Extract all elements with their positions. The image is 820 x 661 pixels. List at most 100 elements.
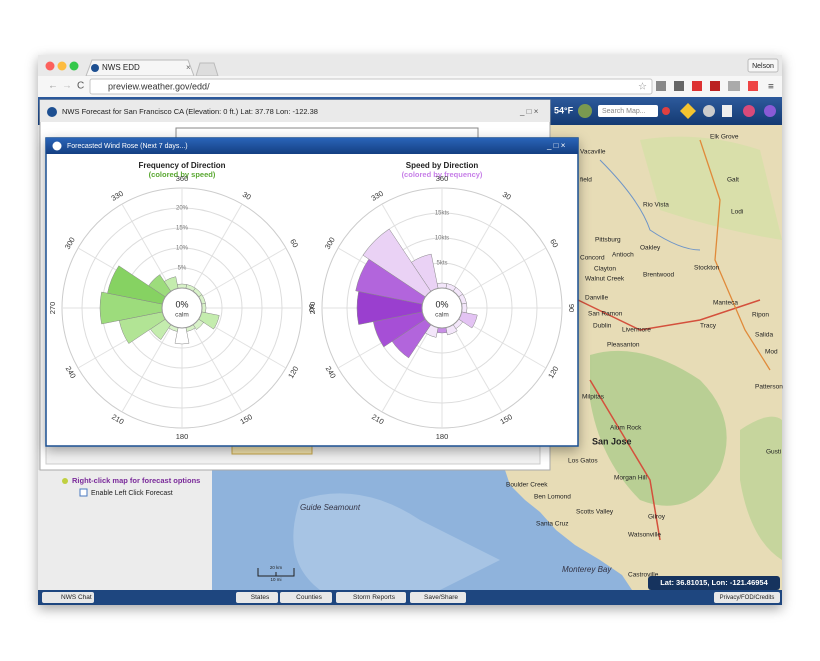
map-label: Monterey Bay — [562, 565, 612, 574]
ext-icon[interactable] — [692, 81, 702, 91]
sidebar — [38, 470, 212, 590]
scale-mi: 10 mi — [270, 577, 281, 582]
temperature: 54°F — [554, 105, 574, 115]
map-label: Stockton — [694, 265, 720, 272]
calm-circle — [421, 287, 463, 329]
map-label: Walnut Creek — [585, 276, 625, 283]
angle-tick-label: 60 — [288, 237, 300, 249]
highway — [589, 379, 661, 541]
footer-button-label: Counties — [296, 594, 322, 601]
help-icon[interactable] — [764, 105, 776, 117]
tool-icon[interactable] — [662, 107, 670, 115]
zoom-button[interactable] — [69, 61, 79, 71]
angle-tick-label: 90 — [307, 304, 316, 312]
forecast-content — [175, 127, 479, 139]
map-label: field — [580, 177, 592, 184]
scale-km: 20 km — [270, 565, 283, 570]
angle-tick-label: 30 — [241, 190, 253, 202]
address-bar[interactable] — [89, 78, 653, 95]
tool-icon[interactable] — [680, 103, 696, 119]
r-tick-label: 10kts — [435, 236, 449, 242]
ext-icon[interactable] — [728, 81, 740, 91]
forecast-tab[interactable] — [231, 445, 313, 455]
chart-title: Frequency of Direction — [138, 161, 225, 170]
back-button[interactable]: ← — [48, 81, 58, 92]
wind-rose: Speed by Direction(colored by frequency)… — [308, 161, 576, 441]
wind-rose: Frequency of Direction(colored by speed)… — [48, 161, 316, 441]
map-label: Los Gatos — [568, 458, 598, 465]
wind-rose-titlebar — [46, 138, 578, 154]
map-label: San Jose — [592, 436, 632, 446]
search-placeholder: Search Map... — [602, 108, 646, 115]
forward-button[interactable]: → — [62, 81, 72, 92]
footer-button[interactable] — [236, 592, 278, 603]
user-badge[interactable] — [747, 58, 779, 73]
map-label: Galt — [727, 177, 739, 184]
window-controls[interactable]: _ □ × — [519, 107, 539, 116]
highway — [699, 139, 771, 371]
map-label: Vacaville — [580, 149, 606, 156]
footer-button[interactable] — [280, 592, 332, 603]
map-label: Morgan Hill — [614, 475, 647, 482]
url: preview.weather.gov/edd/ — [108, 81, 210, 91]
footer-buttons: States Counties Storm Reports Save/Share — [236, 592, 466, 603]
checkbox[interactable] — [79, 488, 88, 497]
map-label: Boulder Creek — [506, 482, 548, 489]
map-label: Concord — [580, 255, 605, 262]
map-label: Pittsburg — [595, 237, 621, 244]
footer-button[interactable] — [410, 592, 466, 603]
chat-button[interactable] — [42, 592, 94, 603]
ext-icon[interactable] — [710, 81, 720, 91]
tool-icon[interactable] — [703, 105, 715, 117]
spoke — [191, 325, 243, 413]
calm-value: 0% — [175, 299, 188, 309]
menu-button[interactable]: ≡ — [768, 82, 774, 93]
close-button[interactable] — [45, 61, 55, 71]
minimize-button[interactable] — [57, 61, 67, 71]
map-label: Gusti — [766, 449, 781, 456]
hills — [590, 350, 727, 506]
map-label: Antioch — [612, 252, 634, 259]
map-label: Lodi — [731, 209, 743, 216]
forecast-titlebar — [40, 100, 550, 122]
tab-title: NWS EDD — [102, 63, 140, 72]
highway — [577, 299, 761, 331]
spoke — [199, 247, 287, 299]
map-label: Santa Cruz — [536, 521, 569, 528]
chart-title: Speed by Direction — [406, 161, 479, 170]
map-label: Tracy — [700, 323, 717, 330]
credits-button[interactable] — [714, 592, 780, 603]
new-tab[interactable] — [195, 62, 219, 77]
map-label: Livermore — [622, 327, 651, 334]
tab-close[interactable]: × — [186, 63, 191, 72]
ext-icon[interactable] — [674, 81, 684, 91]
map-label: Castroville — [628, 572, 659, 579]
ext-icon[interactable] — [748, 81, 758, 91]
wind-rose-icon — [52, 141, 62, 151]
r-tick-label: 15kts — [435, 211, 449, 217]
tool-icon[interactable] — [743, 105, 755, 117]
tab-icon — [91, 64, 99, 72]
map-label: Mod — [765, 349, 778, 356]
window-controls[interactable]: _ □ × — [546, 141, 566, 150]
angle-tick-label: 60 — [548, 237, 560, 249]
r-tick-label: 20% — [176, 206, 189, 212]
map-label: Scotts Valley — [576, 509, 614, 516]
forecast-icon — [47, 107, 57, 117]
bookmark-star[interactable]: ☆ — [638, 82, 647, 93]
map-label: Danville — [585, 295, 609, 302]
hint-icon — [62, 478, 68, 484]
search-box[interactable] — [598, 105, 658, 117]
user-name: Nelson — [752, 63, 774, 70]
tool-icon[interactable] — [722, 105, 732, 117]
footer-button[interactable] — [336, 592, 406, 603]
reload-button[interactable]: C — [77, 81, 84, 92]
spoke — [121, 325, 173, 413]
chat-label: NWS Chat — [61, 594, 92, 601]
ext-icon[interactable] — [656, 81, 666, 91]
weather-icon[interactable] — [578, 104, 592, 118]
map-label: Manteca — [713, 300, 738, 307]
coords: Lat: 36.81015, Lon: -121.46954 — [660, 578, 768, 587]
